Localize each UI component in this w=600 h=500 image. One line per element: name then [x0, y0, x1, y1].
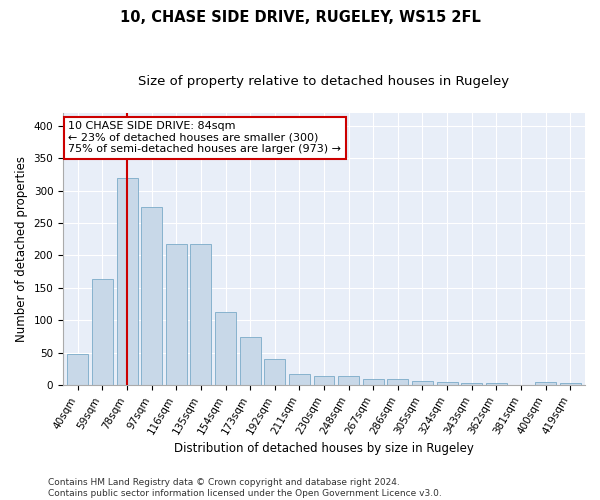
Bar: [535, 382, 556, 385]
Text: 10 CHASE SIDE DRIVE: 84sqm
← 23% of detached houses are smaller (300)
75% of sem: 10 CHASE SIDE DRIVE: 84sqm ← 23% of deta…: [68, 121, 341, 154]
Text: 10, CHASE SIDE DRIVE, RUGELEY, WS15 2FL: 10, CHASE SIDE DRIVE, RUGELEY, WS15 2FL: [119, 10, 481, 25]
Bar: [388, 379, 409, 385]
Title: Size of property relative to detached houses in Rugeley: Size of property relative to detached ho…: [139, 75, 509, 88]
Bar: [265, 360, 285, 385]
Bar: [314, 376, 334, 385]
Bar: [437, 382, 458, 385]
Bar: [338, 376, 359, 385]
Bar: [412, 382, 433, 385]
Bar: [461, 384, 482, 385]
Text: Contains HM Land Registry data © Crown copyright and database right 2024.
Contai: Contains HM Land Registry data © Crown c…: [48, 478, 442, 498]
Bar: [141, 207, 162, 385]
Y-axis label: Number of detached properties: Number of detached properties: [15, 156, 28, 342]
Bar: [92, 280, 113, 385]
Bar: [166, 244, 187, 385]
X-axis label: Distribution of detached houses by size in Rugeley: Distribution of detached houses by size …: [174, 442, 474, 455]
Bar: [486, 384, 507, 385]
Bar: [289, 374, 310, 385]
Bar: [116, 178, 137, 385]
Bar: [67, 354, 88, 385]
Bar: [363, 379, 384, 385]
Bar: [511, 384, 532, 385]
Bar: [190, 244, 211, 385]
Bar: [560, 384, 581, 385]
Bar: [215, 312, 236, 385]
Bar: [239, 336, 260, 385]
